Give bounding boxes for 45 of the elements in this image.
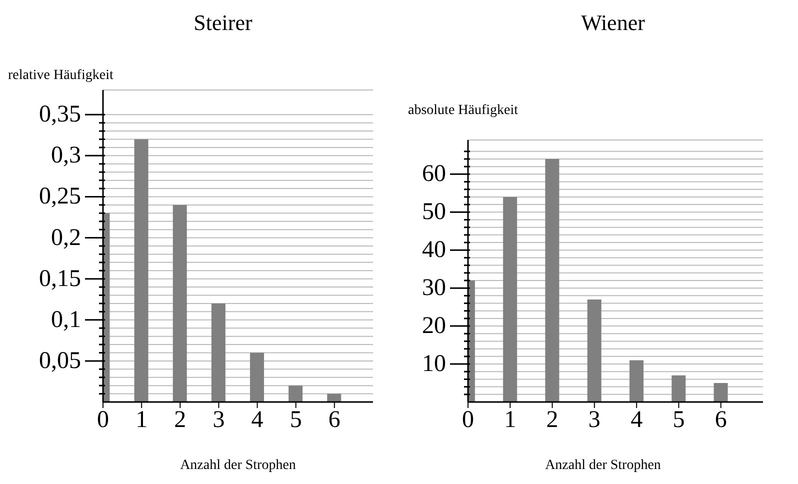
chart-title: Steirer	[192, 10, 254, 36]
bar	[630, 360, 644, 402]
y-tick-label: 50	[422, 199, 446, 226]
x-axis-title: Anzahl der Strophen	[179, 458, 297, 474]
x-tick-label: 5	[290, 407, 302, 434]
x-tick-label: 2	[546, 407, 558, 434]
bar	[250, 352, 264, 402]
x-tick-label: 5	[672, 407, 685, 434]
bar	[172, 204, 187, 402]
x-tick-label: 3	[212, 407, 225, 434]
x-tick-label: 1	[136, 407, 148, 434]
x-tick-label: 2	[174, 407, 186, 434]
y-tick-label: 30	[422, 275, 446, 302]
x-tick-label: 4	[251, 407, 264, 434]
y-tick-label: 0,2	[51, 224, 81, 251]
y-tick-label: 40	[422, 237, 446, 264]
bar	[288, 386, 303, 402]
y-tick-label: 0,25	[39, 184, 81, 210]
y-tick-label: 0,15	[39, 266, 81, 292]
y-tick-label: 0,05	[39, 348, 81, 374]
y-tick-label: 20	[422, 313, 446, 340]
x-tick-label: 6	[328, 407, 340, 434]
bar	[587, 299, 602, 402]
x-tick-label: 1	[504, 407, 516, 434]
y-tick-label: 0,1	[51, 306, 81, 333]
x-tick-label: 0	[97, 407, 109, 434]
x-tick-label: 4	[630, 407, 643, 434]
y-tick-label: 60	[422, 161, 446, 188]
x-tick-label: 6	[714, 407, 727, 434]
y-tick-label: 0,3	[51, 142, 81, 169]
bar	[327, 394, 342, 402]
y-axis-title: absolute Häufigkeit	[408, 103, 518, 119]
x-tick-label: 0	[462, 407, 474, 434]
bar	[672, 375, 686, 402]
y-tick-label: 10	[422, 351, 446, 378]
x-axis-title: Anzahl der Strophen	[544, 458, 662, 474]
y-tick-label: 0,35	[39, 102, 81, 128]
y-axis-title: relative Häufigkeit	[8, 68, 114, 84]
x-tick-label: 3	[588, 407, 600, 434]
bar	[545, 158, 560, 402]
bar	[714, 383, 728, 402]
bar	[503, 196, 518, 402]
bar	[211, 303, 226, 402]
bar	[134, 139, 148, 402]
chart-title: Wiener	[580, 10, 646, 36]
